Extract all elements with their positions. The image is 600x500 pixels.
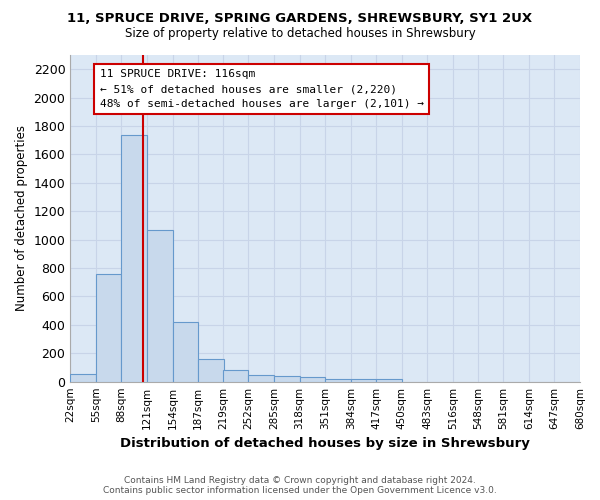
Bar (325, 379, 351, 382)
X-axis label: Distribution of detached houses by size in Shrewsbury: Distribution of detached houses by size … (120, 437, 530, 450)
Bar (299, 378, 325, 382)
Text: Size of property relative to detached houses in Shrewsbury: Size of property relative to detached ho… (125, 28, 475, 40)
Bar (121, 134, 147, 382)
Bar (96, 274, 121, 382)
Text: 11 SPRUCE DRIVE: 116sqm
← 51% of detached houses are smaller (2,220)
48% of semi: 11 SPRUCE DRIVE: 116sqm ← 51% of detache… (100, 69, 424, 109)
Bar (223, 370, 248, 382)
Bar (376, 379, 402, 382)
Bar (248, 374, 274, 382)
Y-axis label: Number of detached properties: Number of detached properties (15, 126, 28, 312)
Bar (147, 230, 173, 382)
Bar (274, 376, 299, 382)
Text: Contains HM Land Registry data © Crown copyright and database right 2024.
Contai: Contains HM Land Registry data © Crown c… (103, 476, 497, 495)
Bar (351, 379, 376, 382)
Bar (173, 322, 198, 382)
Bar (198, 359, 224, 382)
Bar (70, 374, 96, 382)
Text: 11, SPRUCE DRIVE, SPRING GARDENS, SHREWSBURY, SY1 2UX: 11, SPRUCE DRIVE, SPRING GARDENS, SHREWS… (67, 12, 533, 26)
